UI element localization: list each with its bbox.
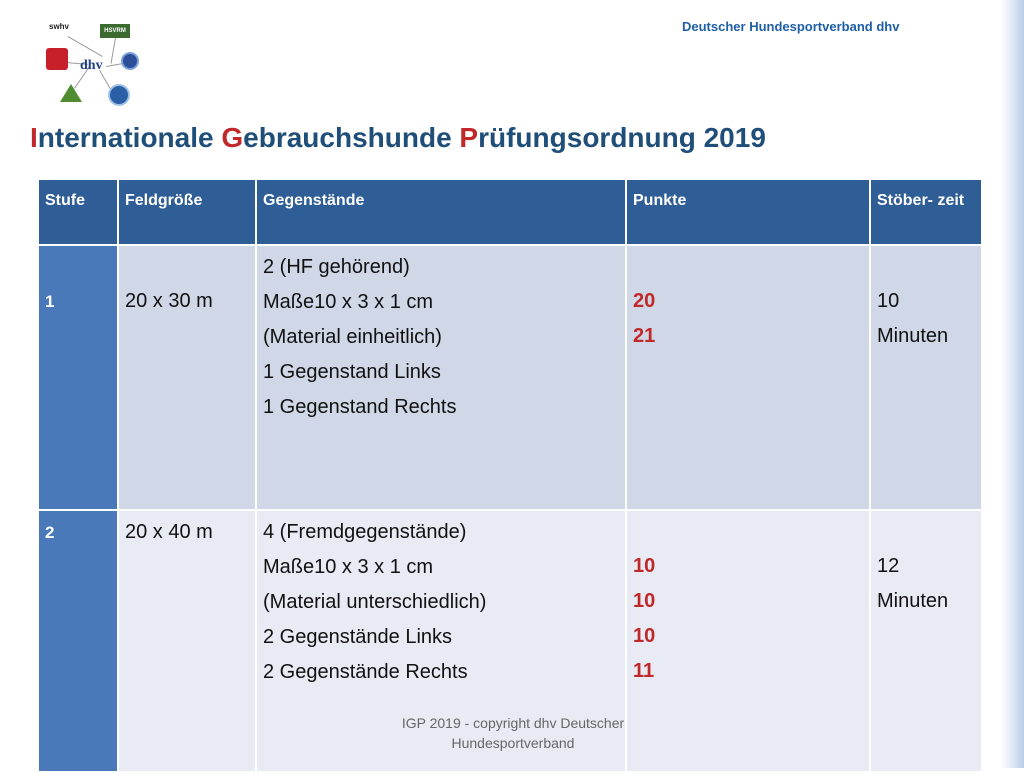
red-club-logo: [46, 48, 68, 70]
table-row: 1 20 x 30 m 2 (HF gehörend) Maße10 x 3 x…: [37, 244, 983, 511]
gegenstaende-line: 1 Gegenstand Links: [263, 361, 441, 383]
punkte-value: 20: [633, 290, 656, 312]
stufe-cell: 2: [37, 509, 119, 773]
feld-cell: 20 x 30 m: [117, 244, 257, 511]
zeit-value: 12: [877, 555, 900, 577]
zeit-cell: 12 Minuten: [869, 509, 983, 773]
title-initial: P: [459, 122, 479, 153]
exam-table: Stufe Feldgröße Gegenstände Punkte Stöbe…: [37, 178, 983, 773]
feld-cell: 20 x 40 m: [117, 509, 257, 773]
gegenstaende-line: 1 Gegenstand Rechts: [263, 396, 457, 418]
swhv-logo: swhv: [49, 22, 70, 31]
punkte-cell: 20 21: [625, 244, 871, 511]
page-title: Internationale Gebrauchshunde Prüfungsor…: [30, 122, 766, 154]
dhv-logo: dhv: [80, 58, 103, 73]
table-row: 2 20 x 40 m 4 (Fremdgegenstände) Maße10 …: [37, 509, 983, 773]
zeit-value: 10: [877, 290, 900, 312]
stufe-cell: 1: [37, 244, 119, 511]
punkte-value: 11: [633, 660, 655, 682]
zeit-unit: Minuten: [877, 325, 949, 347]
triangle-club-logo: [60, 84, 82, 102]
gegenstaende-line: Maße10 x 3 x 1 cm: [263, 556, 434, 578]
gegenstaende-line: 2 Gegenstände Rechts: [263, 661, 468, 683]
punkte-value: 10: [633, 590, 656, 612]
zeit-unit: Minuten: [877, 590, 949, 612]
punkte-value: 21: [633, 325, 656, 347]
header-stufe: Stufe: [37, 178, 119, 246]
hsvrm-logo: HSVRM: [100, 24, 130, 38]
gegenstaende-line: 2 Gegenstände Links: [263, 626, 453, 648]
punkte-value: 10: [633, 555, 656, 577]
organization-name: Deutscher Hundesportverband dhv: [682, 19, 900, 34]
punkte-value: 10: [633, 625, 656, 647]
title-word: rüfungsordnung 2019: [478, 122, 766, 153]
header-stoeberzeit-line: Stöber-: [877, 192, 933, 209]
federation-logo-cluster: swhv HSVRM dhv: [38, 18, 148, 110]
footer-copyright: IGP 2019 - copyright dhv Deutscher Hunde…: [368, 713, 658, 753]
zeit-cell: 10 Minuten: [869, 244, 983, 511]
header-punkte: Punkte: [625, 178, 871, 246]
right-edge-gradient: [1000, 0, 1024, 768]
title-initial: G: [221, 122, 244, 153]
table-header-row: Stufe Feldgröße Gegenstände Punkte Stöbe…: [37, 178, 983, 246]
gegenstaende-line: 4 (Fremdgegenstände): [263, 521, 467, 543]
gegenstaende-cell: 2 (HF gehörend) Maße10 x 3 x 1 cm (Mater…: [255, 244, 627, 511]
title-word: ebrauchshunde: [243, 122, 460, 153]
footer-line: IGP 2019 - copyright dhv Deutscher: [401, 715, 625, 731]
gegenstaende-cell: 4 (Fremdgegenstände) Maße10 x 3 x 1 cm (…: [255, 509, 627, 773]
gegenstaende-line: (Material unterschiedlich): [263, 591, 487, 613]
logo-link-line: [67, 36, 103, 57]
gegenstaende-line: 2 (HF gehörend): [263, 256, 410, 278]
punkte-cell: 10 10 10 11: [625, 509, 871, 773]
title-word: nternationale: [37, 122, 222, 153]
header-stoeberzeit: Stöber- zeit: [869, 178, 983, 246]
header-feldgroesse: Feldgröße: [117, 178, 257, 246]
header-stoeberzeit-line: zeit: [937, 192, 965, 209]
gegenstaende-line: Maße10 x 3 x 1 cm: [263, 291, 434, 313]
round-club-logo: [108, 84, 130, 106]
gegenstaende-line: (Material einheitlich): [263, 326, 442, 348]
logo-link-line: [110, 37, 116, 64]
header-gegenstaende: Gegenstände: [255, 178, 627, 246]
title-initial: I: [30, 122, 38, 153]
footer-line: Hundesportverband: [451, 735, 575, 751]
blue-club-logo: [121, 52, 139, 70]
